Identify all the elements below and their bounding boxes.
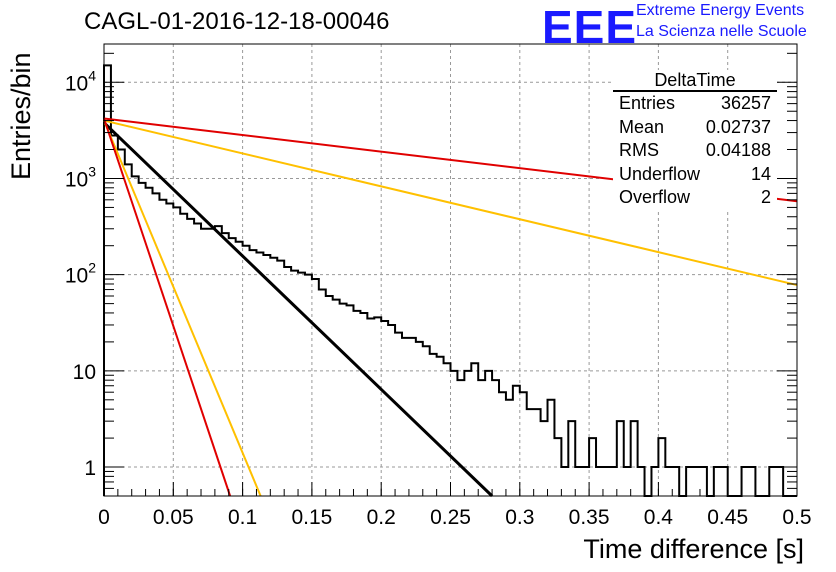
x-tick-label: 0.4 bbox=[644, 506, 674, 529]
chart-title: CAGL-01-2016-12-18-00046 bbox=[84, 8, 390, 35]
y-tick-label: 104 bbox=[65, 67, 96, 95]
stats-box: DeltaTime Entries 36257 Mean 0.02737 RMS 0.… bbox=[613, 70, 777, 210]
stats-title: DeltaTime bbox=[613, 70, 777, 92]
stat-row: Overflow 2 bbox=[613, 186, 777, 210]
x-tick-label: 0.2 bbox=[367, 506, 396, 529]
x-tick-label: 0.45 bbox=[707, 506, 748, 529]
y-tick-label: 10 bbox=[73, 361, 96, 384]
x-tick-label: 0.5 bbox=[782, 506, 811, 529]
x-tick-label: 0.25 bbox=[430, 506, 471, 529]
chart-axes: 0 0.05 0.1 0.15 0.2 0.25 0.3 0.35 0.4 0.45 0.5 1 10 1… bbox=[65, 43, 812, 529]
eee-logo: EEE bbox=[542, 1, 638, 53]
stat-row: RMS 0.04188 bbox=[613, 139, 777, 163]
stat-row: Mean 0.02737 bbox=[613, 116, 777, 140]
y-tick-label: 103 bbox=[65, 163, 96, 191]
brand-line-2: La Scienza nelle Scuole bbox=[636, 23, 807, 40]
x-tick-label: 0.05 bbox=[153, 506, 194, 529]
x-tick-label: 0.15 bbox=[291, 506, 332, 529]
x-tick-label: 0 bbox=[98, 506, 110, 529]
fit-lines-layer bbox=[102, 117, 798, 498]
y-tick-label: 1 bbox=[84, 457, 96, 480]
x-tick-label: 0.3 bbox=[505, 506, 534, 529]
fit-line bbox=[103, 118, 232, 497]
x-axis-label: Time difference [s] bbox=[583, 534, 804, 564]
stat-row: Entries 36257 bbox=[613, 92, 777, 116]
stat-value: 2 bbox=[760, 187, 771, 207]
stat-label: Overflow bbox=[619, 187, 691, 207]
stat-label: Underflow bbox=[619, 163, 701, 184]
fit-line bbox=[103, 119, 798, 287]
stat-value: 14 bbox=[750, 163, 771, 184]
fit-line bbox=[103, 120, 262, 497]
fit-line bbox=[102, 121, 494, 498]
y-tick-label: 102 bbox=[65, 260, 96, 288]
stat-value: 0.04188 bbox=[705, 140, 771, 160]
y-axis-label: Entries/bin bbox=[6, 52, 36, 180]
stat-value: 0.02737 bbox=[705, 116, 771, 137]
stat-label: Mean bbox=[619, 116, 665, 137]
stat-value: 36257 bbox=[720, 93, 771, 113]
brand-line-1: Extreme Energy Events bbox=[636, 2, 805, 19]
x-tick-label: 0.35 bbox=[569, 506, 610, 529]
stat-label: RMS bbox=[619, 140, 659, 160]
x-tick-label: 0.1 bbox=[228, 506, 257, 529]
stat-row: Underflow 14 bbox=[613, 163, 777, 187]
stat-label: Entries bbox=[619, 93, 676, 113]
